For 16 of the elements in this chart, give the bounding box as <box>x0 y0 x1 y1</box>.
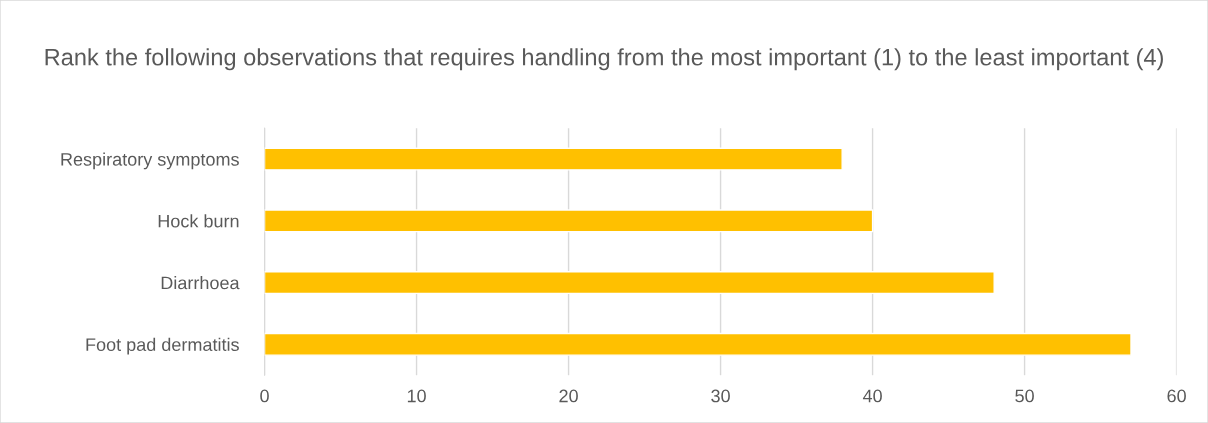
x-tick-label: 40 <box>862 389 882 403</box>
y-tick-label: Foot pad dermatitis <box>86 337 239 355</box>
bar <box>264 271 995 295</box>
chart-title: Rank the following observations that requires handling from the most important (1) to the least important (4) <box>45 48 1163 71</box>
bar <box>264 209 874 233</box>
bar <box>264 332 1132 356</box>
y-tick-label: Respiratory symptoms <box>61 152 239 170</box>
x-tick-label: 50 <box>1015 389 1034 403</box>
y-tick-label: Hock burn <box>158 214 239 228</box>
y-tick-label: Diarrhoea <box>161 276 240 290</box>
x-tick-label: 10 <box>407 389 426 403</box>
x-tick-label: 60 <box>1167 389 1186 403</box>
x-tick-label: 30 <box>711 389 730 403</box>
bar <box>264 147 843 171</box>
x-tick-label: 0 <box>260 389 269 403</box>
x-tick-label: 20 <box>559 389 578 403</box>
